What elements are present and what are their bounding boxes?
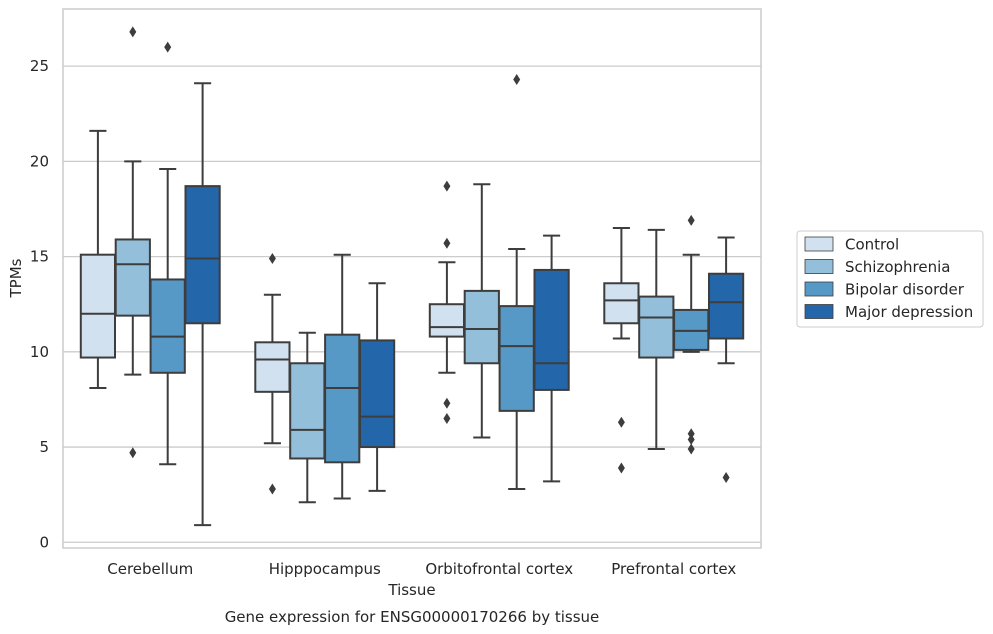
plot-frame bbox=[62, 8, 762, 549]
box-3-4 bbox=[673, 214, 710, 455]
outlier-point bbox=[129, 447, 137, 459]
box-body bbox=[358, 339, 396, 449]
legend: Control Schizophrenia Bipolar disorder Majo… bbox=[796, 230, 984, 328]
box-body bbox=[324, 333, 361, 464]
box-1-3 bbox=[428, 180, 466, 424]
box-3-2 bbox=[324, 253, 361, 500]
box-body bbox=[428, 303, 466, 338]
legend-label: Schizophrenia bbox=[845, 258, 950, 276]
box-2-4 bbox=[638, 228, 675, 450]
y-tick-labels: 0 5 10 15 20 25 bbox=[30, 57, 49, 551]
outlier-point bbox=[268, 253, 276, 265]
legend-label: Control bbox=[845, 236, 899, 254]
legend-frame bbox=[796, 230, 984, 328]
box-body bbox=[533, 268, 570, 391]
box-2-2 bbox=[289, 331, 326, 504]
box-4-1 bbox=[184, 82, 221, 527]
box-1-2 bbox=[254, 253, 291, 495]
box-body bbox=[149, 278, 186, 374]
outlier-point bbox=[164, 41, 172, 53]
box-1-4 bbox=[603, 227, 640, 474]
box-1-1 bbox=[79, 129, 117, 390]
chart-caption: Gene expression for ENSG00000170266 by t… bbox=[225, 608, 600, 626]
box-body bbox=[79, 253, 117, 359]
y-tick-label: 15 bbox=[30, 248, 49, 266]
outlier-point bbox=[722, 472, 730, 484]
boxes-layer bbox=[79, 26, 745, 527]
legend-label: Bipolar disorder bbox=[845, 281, 965, 299]
outlier-point bbox=[268, 483, 276, 495]
box-4-2 bbox=[358, 282, 396, 492]
legend-swatch bbox=[804, 281, 834, 297]
box-body bbox=[707, 272, 745, 340]
outlier-point bbox=[513, 73, 521, 85]
x-tick-label: Hipppocampus bbox=[269, 560, 381, 578]
outlier-point bbox=[443, 397, 451, 409]
x-tick-label: Orbitofrontal cortex bbox=[425, 560, 573, 578]
box-body bbox=[184, 185, 221, 325]
x-axis-title: Tissue bbox=[387, 581, 435, 599]
box-2-3 bbox=[463, 183, 500, 439]
x-tick-label: Cerebellum bbox=[107, 560, 193, 578]
box-body bbox=[498, 305, 535, 412]
y-tick-label: 25 bbox=[30, 57, 49, 75]
box-body bbox=[638, 295, 675, 359]
box-body bbox=[603, 282, 640, 325]
legend-swatch bbox=[804, 304, 834, 319]
y-tick-label: 5 bbox=[39, 438, 49, 456]
y-axis-title: TPMs bbox=[7, 258, 25, 298]
box-4-4 bbox=[707, 236, 745, 484]
outlier-point bbox=[443, 180, 451, 192]
outlier-point bbox=[687, 428, 695, 440]
x-tick-labels: Cerebellum Hipppocampus Orbitofrontal cort… bbox=[107, 560, 736, 578]
box-body bbox=[463, 289, 500, 365]
box-2-1 bbox=[114, 26, 151, 459]
y-tick-label: 10 bbox=[30, 343, 49, 361]
x-tick-label: Prefrontal cortex bbox=[611, 560, 736, 578]
y-tick-label: 20 bbox=[30, 152, 49, 170]
outlier-point bbox=[443, 237, 451, 249]
outlier-point bbox=[687, 214, 695, 226]
box-3-3 bbox=[498, 73, 535, 490]
outlier-point bbox=[129, 26, 137, 38]
box-4-3 bbox=[533, 234, 570, 483]
legend-swatch bbox=[804, 259, 834, 274]
outlier-point bbox=[687, 433, 695, 445]
y-tick-label: 0 bbox=[39, 533, 49, 551]
box-body bbox=[289, 362, 326, 460]
legend-label: Major depression bbox=[845, 303, 973, 321]
legend-swatch bbox=[804, 236, 834, 252]
box-3-1 bbox=[149, 41, 186, 466]
outlier-point bbox=[617, 416, 625, 428]
outlier-point bbox=[443, 412, 451, 424]
box-body bbox=[114, 238, 151, 317]
box-body bbox=[254, 341, 291, 393]
outlier-point bbox=[687, 443, 695, 455]
outlier-point bbox=[617, 462, 625, 474]
